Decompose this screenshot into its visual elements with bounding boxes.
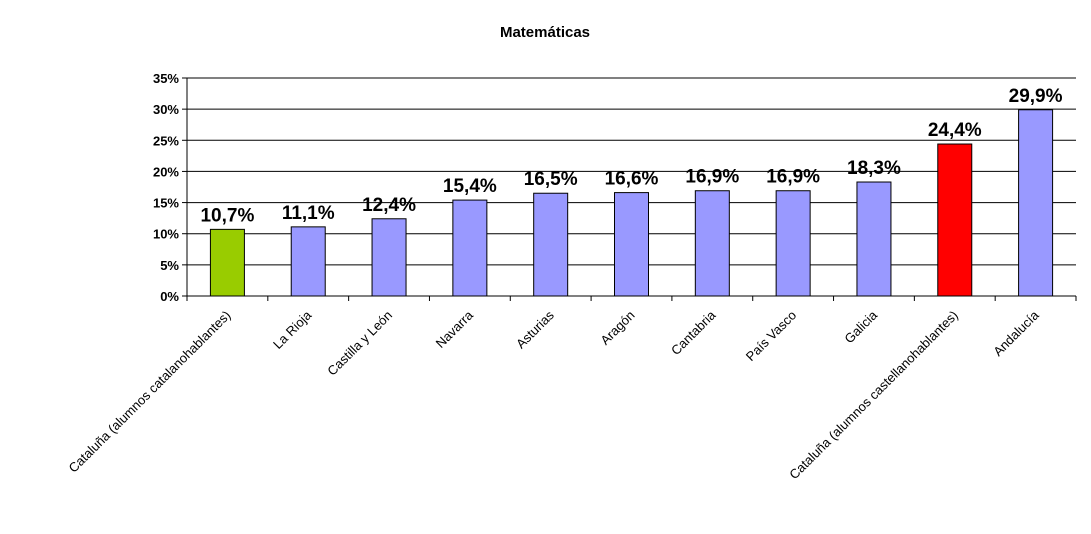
x-tick-label: Castilla y León [324, 308, 395, 379]
x-tick-label: Aragón [597, 308, 637, 348]
y-tick-label: 5% [160, 258, 179, 273]
bar [1018, 109, 1054, 297]
y-tick-label: 20% [153, 164, 179, 179]
x-tick-label: Cantabria [668, 307, 719, 358]
x-tick-label: País Vasco [743, 308, 799, 364]
bars [209, 109, 1054, 297]
data-label: 16,9% [766, 167, 820, 188]
bar [452, 199, 488, 297]
x-tick-label: Andalucía [990, 307, 1042, 359]
bar [614, 192, 649, 297]
y-tick-label: 30% [153, 102, 179, 117]
data-label: 12,4% [362, 195, 416, 216]
bar [694, 190, 730, 297]
data-label: 10,7% [200, 205, 254, 226]
data-label: 24,4% [928, 120, 982, 141]
data-label: 29,9% [1009, 86, 1063, 107]
x-tick-label: Cataluña (alumnos castellanohablantes) [786, 308, 961, 483]
y-tick-label: 35% [153, 71, 179, 86]
data-labels: 10,7% 11,1% 12,4% 15,4% 16,5% 16,6% 16,9% 16,9%… [200, 86, 1062, 227]
y-tick-label: 15% [153, 196, 179, 211]
x-tick-label: Galicia [841, 307, 880, 346]
x-tick-label: Asturias [513, 307, 557, 351]
y-tick-label: 25% [153, 133, 179, 148]
data-label: 18,3% [847, 158, 901, 179]
bar [775, 190, 811, 297]
bar [856, 181, 892, 297]
bar [209, 228, 245, 297]
bar [533, 192, 569, 297]
y-tick-label: 10% [153, 227, 179, 242]
x-tick-label: Cataluña (alumnos catalanohablantes) [66, 308, 234, 476]
data-label: 15,4% [443, 176, 497, 197]
y-tick-label: 0% [160, 289, 179, 304]
bar [937, 143, 973, 297]
bar [290, 226, 326, 297]
data-label: 16,6% [605, 169, 659, 190]
bar [371, 218, 407, 297]
data-label: 16,9% [685, 167, 739, 188]
chart-title: Matemáticas [500, 24, 590, 41]
data-label: 16,5% [524, 169, 578, 190]
x-tick-label: Navarra [433, 307, 477, 351]
x-tick-label: La Rioja [270, 307, 315, 352]
data-label: 11,1% [282, 203, 335, 224]
